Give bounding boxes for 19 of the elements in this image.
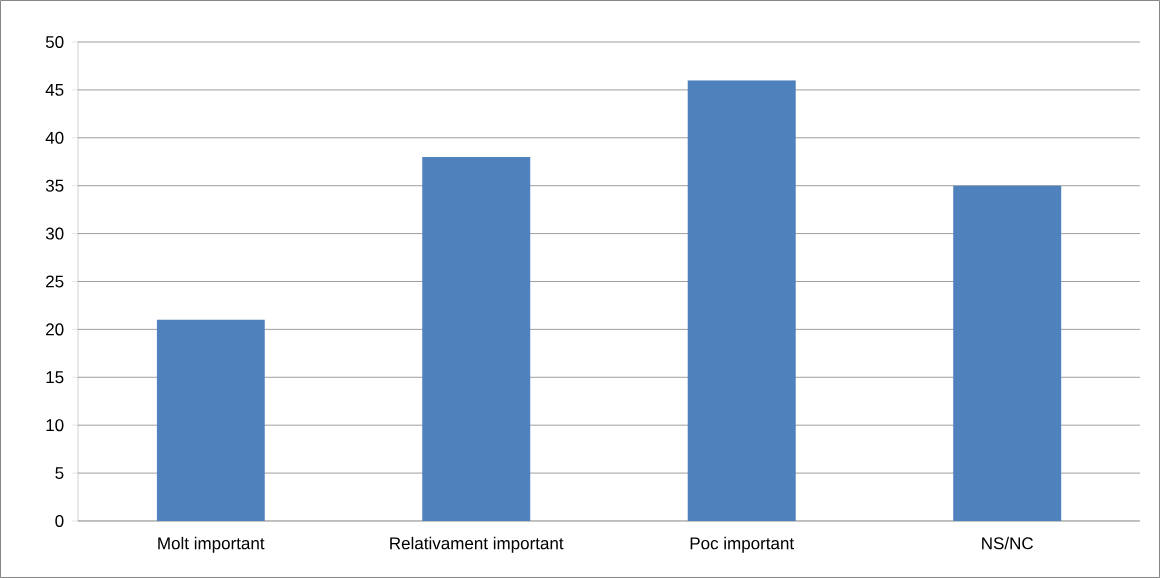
y-tick-label: 5 <box>55 467 64 480</box>
y-tick-label: 50 <box>45 35 64 49</box>
y-tick-label: 45 <box>45 83 64 96</box>
x-tick-label: Molt important <box>158 536 265 553</box>
x-tick-label: Relativament important <box>390 536 564 553</box>
bar <box>422 156 531 521</box>
bar <box>953 185 1062 521</box>
y-tick-label: 10 <box>46 419 64 432</box>
x-tick-label: Poc important <box>690 536 795 553</box>
bar <box>687 80 796 521</box>
y-tick-label: 0 <box>55 514 64 528</box>
y-tick-label: 30 <box>45 227 64 240</box>
bar <box>156 319 265 521</box>
y-tick-label: 20 <box>46 323 64 336</box>
y-tick-label: 40 <box>45 131 64 144</box>
y-tick-label: 15 <box>46 371 64 384</box>
x-tick-label: NS/NC <box>982 536 1034 550</box>
y-tick-label: 25 <box>46 275 64 288</box>
y-tick-label: 35 <box>45 179 64 192</box>
